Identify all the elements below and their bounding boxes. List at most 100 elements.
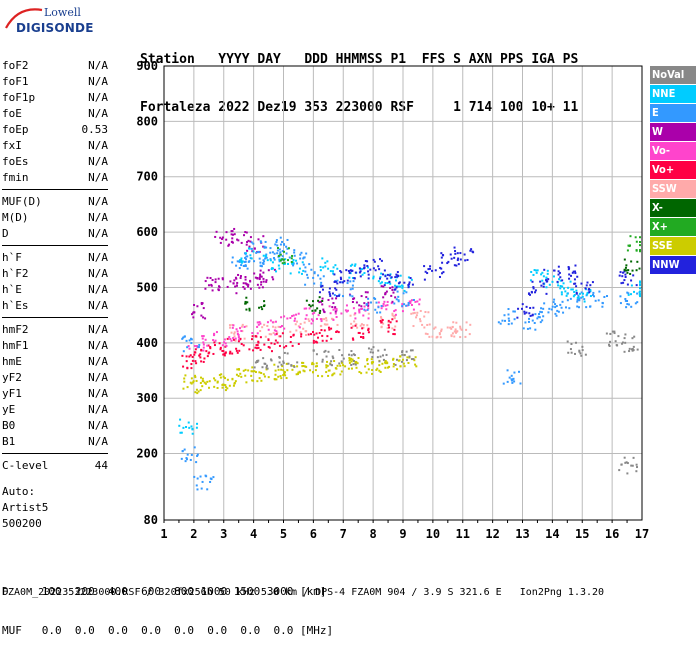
echo-point [196,392,199,395]
echo-point [354,312,357,315]
echo-point [211,289,214,292]
echo-point [328,293,331,296]
echo-point [262,259,265,262]
x-tick-label: 6 [310,527,317,541]
echo-point [551,280,554,283]
echo-point [568,277,571,280]
echo-point [319,300,322,303]
y-tick-label: 500 [136,280,158,294]
echo-point [268,346,271,349]
echo-point [332,357,335,360]
echo-point [283,327,286,330]
echo-point [555,314,558,317]
echo-point [273,329,276,332]
echo-point [260,265,263,268]
echo-point [302,361,305,364]
echo-point [629,235,632,238]
x-tick-label: 5 [280,527,287,541]
echo-point [206,380,209,383]
echo-point [446,262,449,265]
echo-point [320,320,323,323]
echo-point [186,386,189,389]
echo-point [290,257,293,260]
echo-point [561,300,564,303]
echo-point [264,257,267,260]
echo-point [578,292,581,295]
echo-point [214,278,217,281]
echo-point [196,422,199,425]
echo-point [311,312,314,315]
echo-point [235,292,238,295]
echo-point [292,262,295,265]
echo-point [635,470,638,473]
echo-point [209,346,212,349]
echo-point [300,335,303,338]
echo-point [455,264,458,267]
echo-point [191,427,194,430]
echo-point [210,478,213,481]
echo-point [559,276,562,279]
echo-point [619,302,622,305]
echo-point [314,365,317,368]
echo-point [185,457,188,460]
x-tick-label: 7 [340,527,347,541]
echo-point [630,464,633,467]
echo-point [499,322,502,325]
echo-point [318,311,321,314]
echo-point [201,377,204,380]
echo-point [267,345,270,348]
echo-point [408,283,411,286]
echo-point [209,480,212,483]
echo-point [318,296,321,299]
echo-point [454,330,457,333]
echo-point [423,315,426,318]
echo-point [212,339,215,342]
x-tick-label: 2 [190,527,197,541]
echo-point [582,292,585,295]
echo-point [219,376,222,379]
echo-point [258,321,261,324]
echo-point [507,313,510,316]
echo-point [572,270,575,273]
echo-point [395,320,398,323]
param-row: foE N/A [2,106,108,122]
echo-point [261,366,264,369]
echo-point [402,292,405,295]
echo-point [542,315,545,318]
y-tick-label: 900 [136,59,158,73]
echo-point [263,362,266,365]
echo-point [193,304,196,307]
echo-point [631,269,634,272]
echo-point [538,313,541,316]
echo-point [319,284,322,287]
echo-point [251,335,254,338]
echo-point [541,271,544,274]
echo-point [613,332,616,335]
echo-point [272,325,275,328]
echo-point [367,347,370,350]
echo-point [570,342,573,345]
echo-point [300,251,303,254]
param-row: D N/A [2,226,108,242]
echo-point [351,269,354,272]
echo-point [196,305,199,308]
echo-point [322,275,325,278]
echo-point [283,346,286,349]
echo-point [278,344,281,347]
echo-point [569,348,572,351]
echo-point [292,264,295,267]
echo-point [624,273,627,276]
echo-point [334,306,337,309]
echo-point [377,349,380,352]
echo-point [212,334,215,337]
echo-point [359,336,362,339]
echo-point [219,236,222,239]
echo-point [199,381,202,384]
echo-point [230,339,233,342]
echo-point [285,345,288,348]
echo-point [332,266,335,269]
echo-point [256,276,259,279]
echo-point [554,312,557,315]
echo-point [296,262,299,265]
echo-point [619,271,622,274]
